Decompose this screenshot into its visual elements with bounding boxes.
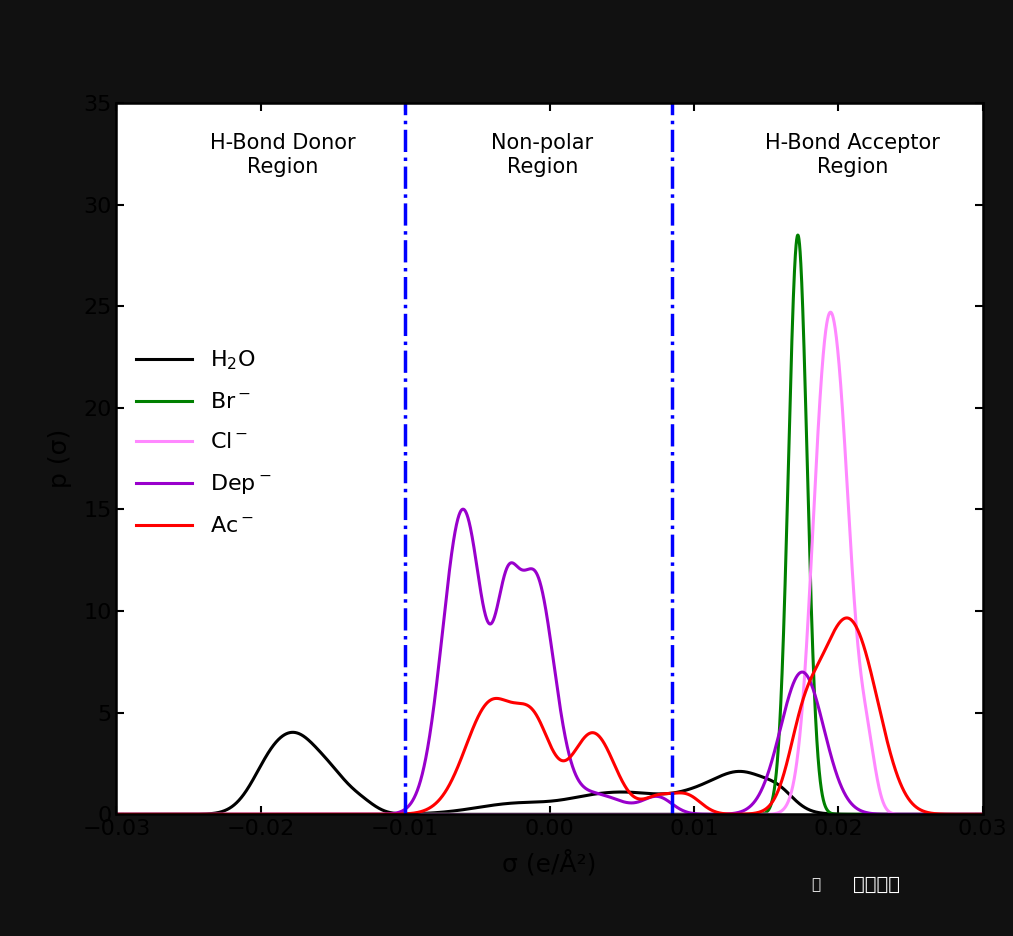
Y-axis label: p (σ): p (σ)	[49, 429, 72, 489]
Legend: H$_2$O, Br$^-$, Cl$^-$, Dep$^-$, Ac$^-$: H$_2$O, Br$^-$, Cl$^-$, Dep$^-$, Ac$^-$	[137, 349, 271, 536]
Text: 泰科科技: 泰科科技	[853, 875, 900, 894]
X-axis label: σ (e/Å²): σ (e/Å²)	[502, 850, 597, 877]
Text: H-Bond Donor
Region: H-Bond Donor Region	[210, 134, 356, 177]
Text: Non-polar
Region: Non-polar Region	[491, 134, 594, 177]
Text: H-Bond Acceptor
Region: H-Bond Acceptor Region	[765, 134, 940, 177]
Text: 📷: 📷	[810, 877, 821, 892]
